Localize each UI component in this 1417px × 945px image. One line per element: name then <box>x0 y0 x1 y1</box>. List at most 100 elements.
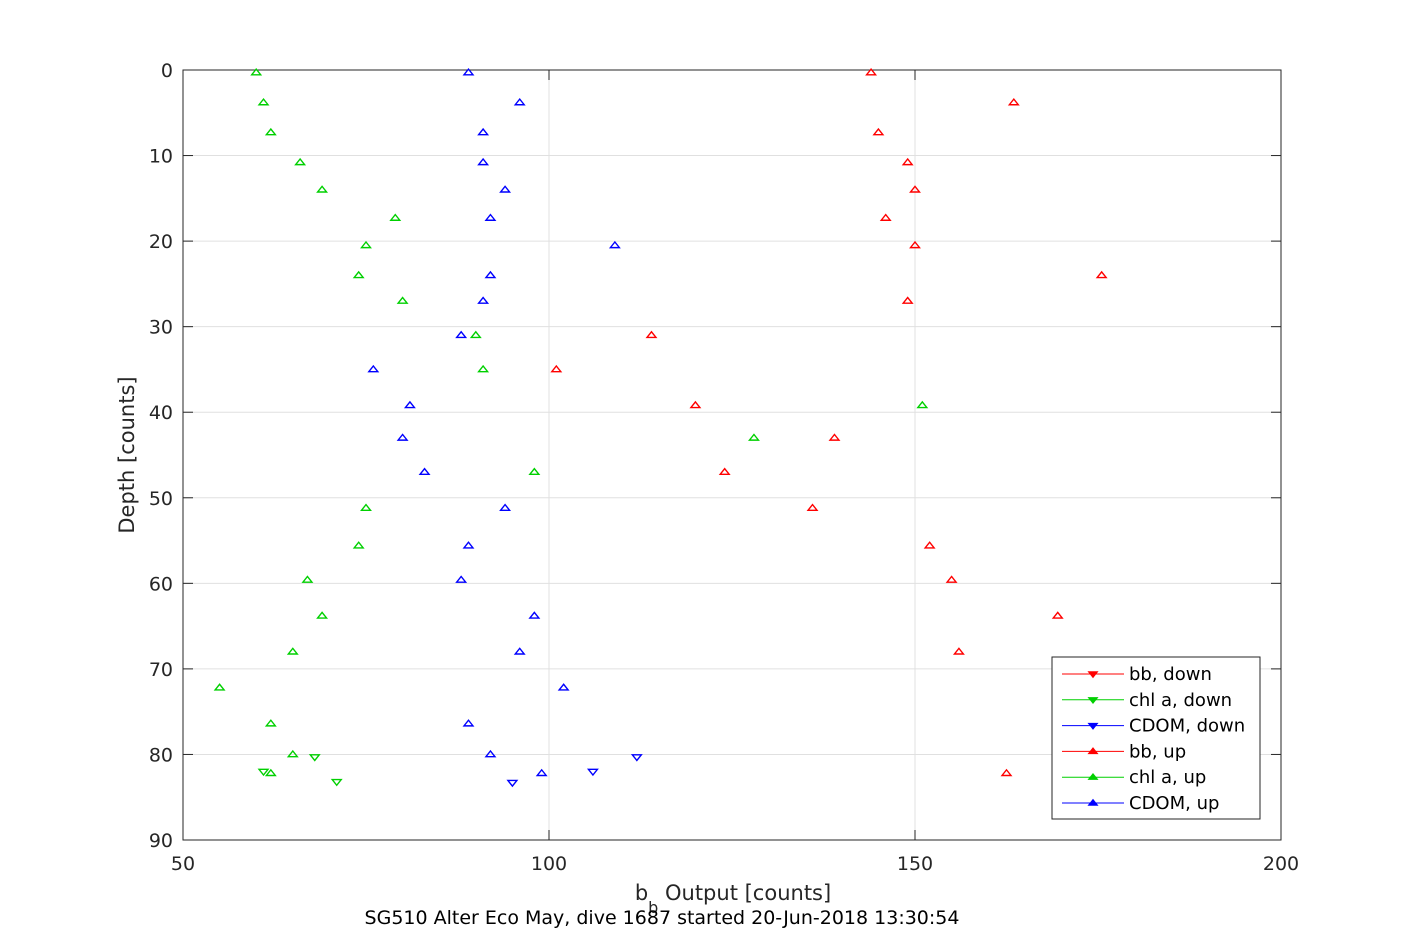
point-chl-a-up <box>360 240 372 249</box>
y-tick-label: 30 <box>149 317 173 339</box>
point-chl-a-up <box>213 683 226 691</box>
point-bb-up <box>901 296 914 304</box>
x-tick-label: 150 <box>897 853 933 875</box>
point-cdom-up <box>484 270 497 279</box>
point-cdom-up <box>455 575 468 583</box>
point-cdom-up <box>462 719 475 727</box>
x-tick-label: 100 <box>531 853 567 875</box>
point-chl-a-up <box>286 647 299 655</box>
point-cdom-up <box>477 127 490 136</box>
plot-frame <box>182 69 1282 841</box>
legend-label-bb-up: bb, up <box>1129 741 1186 762</box>
point-bb-up <box>909 185 921 193</box>
point-chl-a-up <box>469 330 482 339</box>
point-cdom-up <box>608 240 621 249</box>
y-tick-label: 90 <box>149 830 173 852</box>
point-bb-up <box>806 503 819 511</box>
point-chl-a-up <box>316 185 329 193</box>
point-bb-up <box>952 647 965 655</box>
point-bb-up <box>945 575 958 583</box>
point-bb-up <box>1095 270 1108 279</box>
point-bb-up <box>901 157 914 166</box>
x-axis-label-base: b <box>635 881 648 905</box>
point-cdom-up <box>396 433 409 441</box>
x-axis-label: bb Output [counts] <box>635 881 831 917</box>
figure-caption: SG510 Alter Eco May, dive 1687 started 2… <box>365 907 960 929</box>
x-tick-label: 50 <box>171 853 195 875</box>
point-chl-a-up <box>316 611 329 619</box>
point-chl-a-up <box>748 433 760 441</box>
y-tick-label: 60 <box>149 573 173 595</box>
y-tick-label: 70 <box>149 659 173 681</box>
point-chl-a-up <box>264 768 277 777</box>
x-tick-label: 200 <box>1263 853 1299 875</box>
point-chl-a-up <box>916 400 929 409</box>
point-cdom-up <box>484 749 497 758</box>
point-chl-a-up <box>301 575 314 583</box>
point-cdom-up <box>513 647 526 655</box>
legend-marker-bb-up <box>1087 747 1099 755</box>
point-bb-up <box>828 433 841 441</box>
point-chl-a-up <box>264 719 277 727</box>
point-cdom-down <box>586 768 599 777</box>
point-cdom-up <box>477 157 490 166</box>
legend-label-cdom-down: CDOM, down <box>1129 716 1245 737</box>
point-cdom-up <box>462 67 475 76</box>
point-cdom-up <box>477 296 490 304</box>
point-cdom-up <box>418 467 431 476</box>
point-bb-up <box>718 467 731 476</box>
point-chl-a-down <box>308 754 321 762</box>
point-cdom-up <box>455 330 468 339</box>
point-bb-up <box>872 127 885 136</box>
point-chl-a-up <box>396 296 409 304</box>
point-bb-up <box>879 213 892 221</box>
legend-box <box>1051 656 1261 820</box>
point-chl-a-up <box>286 749 299 758</box>
y-tick-label: 80 <box>149 744 173 766</box>
point-cdom-up <box>513 97 526 106</box>
point-cdom-up <box>462 541 475 549</box>
point-cdom-up <box>535 768 548 777</box>
point-bb-up <box>689 400 702 409</box>
point-cdom-up <box>403 400 416 409</box>
x-axis-label-subscript: b <box>648 898 658 917</box>
y-tick-label: 10 <box>149 146 173 168</box>
point-bb-up <box>1007 97 1020 106</box>
point-chl-a-up <box>360 503 372 511</box>
point-chl-a-up <box>528 467 541 476</box>
point-bb-up <box>645 330 658 339</box>
point-chl-a-down <box>330 778 343 787</box>
axis-ticks: 50 100 150 200 0 10 20 30 40 50 60 70 80 90 <box>149 60 1299 875</box>
point-cdom-down <box>506 779 519 788</box>
y-tick-label: 50 <box>149 488 173 510</box>
point-cdom-up <box>499 185 512 193</box>
legend-marker-cdom-down <box>1087 722 1099 730</box>
legend-label-bb-down: bb, down <box>1129 664 1212 685</box>
point-cdom-up <box>499 503 512 511</box>
point-chl-a-up <box>477 364 490 373</box>
point-chl-a-up <box>257 97 270 106</box>
point-chl-a-up <box>389 213 402 221</box>
legend-marker-chl-a-up <box>1087 772 1099 780</box>
legend-marker-chl-a-down <box>1087 697 1099 705</box>
point-chl-a-up <box>294 157 307 166</box>
legend-marker-cdom-up <box>1087 798 1099 806</box>
legend: bb, down chl a, down CDOM, down bb, up chl a… <box>1051 656 1261 820</box>
point-cdom-up <box>367 364 380 373</box>
data-points <box>213 67 1108 788</box>
y-tick-label: 40 <box>149 402 173 424</box>
point-chl-a-up <box>250 67 263 76</box>
point-bb-up <box>1051 611 1064 619</box>
y-tick-label: 20 <box>149 231 173 253</box>
y-tick-label: 0 <box>161 60 173 82</box>
legend-label-chl-a-up: chl a, up <box>1129 767 1206 788</box>
x-axis-label-rest: Output [counts] <box>658 881 831 905</box>
legend-label-chl-a-down: chl a, down <box>1129 690 1232 711</box>
point-bb-up <box>550 364 563 373</box>
point-cdom-up <box>484 213 497 221</box>
point-cdom-down <box>630 754 643 762</box>
point-chl-a-up <box>264 127 277 136</box>
point-chl-a-up <box>352 270 365 279</box>
point-bb-up <box>865 67 878 76</box>
